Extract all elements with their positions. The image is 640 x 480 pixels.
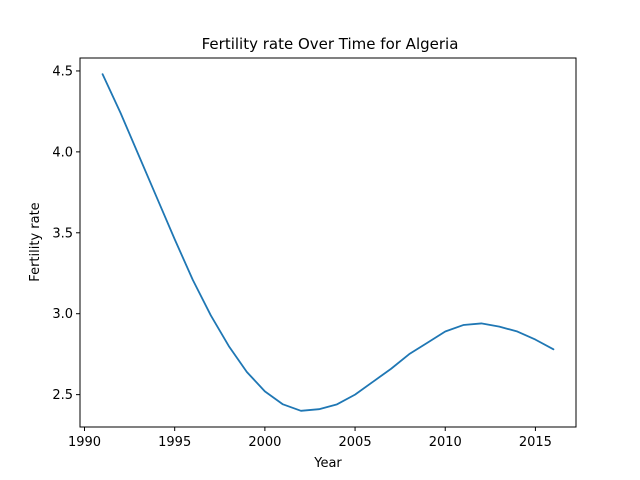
x-tick-label: 2010	[429, 435, 462, 450]
x-tick-label: 1990	[68, 435, 101, 450]
y-tick-label: 3.0	[52, 307, 73, 322]
x-axis-ticks: 1990 1995 2000 2005 2010 2015	[68, 427, 552, 450]
plot-background	[80, 58, 576, 427]
series-layer	[101, 73, 555, 412]
y-axis-ticks: 2.5 3.0 3.5 4.0 4.5	[52, 64, 80, 403]
y-tick-label: 4.5	[52, 64, 73, 79]
y-tick-label: 2.5	[52, 388, 73, 403]
x-tick-label: 1995	[158, 435, 191, 450]
plot-frame	[79, 57, 577, 428]
y-axis-label: Fertility rate	[28, 202, 43, 281]
x-tick-label: 2000	[248, 435, 281, 450]
chart-title: Fertility rate Over Time for Algeria	[202, 35, 459, 53]
x-axis-label: Year	[313, 456, 342, 471]
plot-area	[80, 58, 576, 427]
series-line	[101, 73, 555, 412]
x-tick-label: 2005	[339, 435, 372, 450]
y-tick-label: 4.0	[52, 145, 73, 160]
x-tick-label: 2015	[519, 435, 552, 450]
y-tick-label: 3.5	[52, 226, 73, 241]
